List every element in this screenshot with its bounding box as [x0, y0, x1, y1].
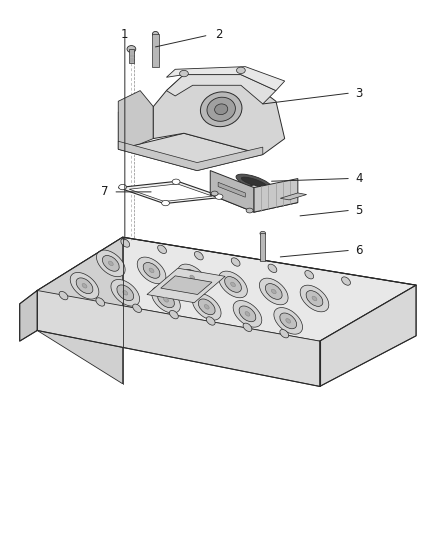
Polygon shape: [37, 237, 123, 384]
Ellipse shape: [305, 271, 314, 279]
Ellipse shape: [127, 46, 136, 53]
Polygon shape: [210, 171, 254, 212]
Polygon shape: [166, 75, 276, 104]
Ellipse shape: [96, 298, 105, 306]
Bar: [129, 49, 134, 63]
Ellipse shape: [231, 258, 240, 266]
Polygon shape: [37, 290, 320, 386]
Ellipse shape: [76, 278, 93, 294]
Ellipse shape: [102, 255, 119, 271]
Ellipse shape: [180, 70, 188, 77]
Ellipse shape: [152, 287, 180, 313]
Ellipse shape: [184, 270, 201, 285]
Polygon shape: [153, 75, 285, 155]
Ellipse shape: [162, 200, 170, 206]
Polygon shape: [210, 185, 298, 212]
Ellipse shape: [96, 250, 125, 277]
Ellipse shape: [272, 289, 276, 294]
Ellipse shape: [59, 292, 68, 300]
Polygon shape: [254, 179, 298, 212]
Polygon shape: [129, 184, 212, 201]
Ellipse shape: [241, 177, 267, 188]
Text: 2: 2: [215, 28, 223, 41]
Ellipse shape: [245, 312, 250, 316]
Ellipse shape: [119, 184, 127, 190]
Ellipse shape: [152, 31, 159, 37]
Ellipse shape: [109, 261, 113, 265]
Ellipse shape: [192, 294, 221, 320]
Ellipse shape: [111, 279, 140, 306]
Ellipse shape: [268, 264, 277, 272]
Ellipse shape: [117, 285, 134, 301]
Polygon shape: [118, 91, 153, 149]
Ellipse shape: [170, 310, 178, 319]
Ellipse shape: [123, 290, 127, 295]
Polygon shape: [37, 237, 416, 341]
Polygon shape: [218, 182, 245, 197]
Ellipse shape: [82, 284, 87, 288]
Ellipse shape: [215, 104, 228, 115]
Ellipse shape: [306, 290, 323, 306]
Polygon shape: [320, 285, 416, 386]
Text: 4: 4: [355, 172, 363, 185]
Ellipse shape: [164, 297, 168, 302]
Ellipse shape: [231, 282, 235, 287]
Ellipse shape: [274, 308, 303, 334]
Ellipse shape: [194, 252, 203, 260]
Ellipse shape: [172, 179, 180, 184]
Ellipse shape: [198, 299, 215, 314]
Text: 3: 3: [356, 87, 363, 100]
Ellipse shape: [206, 317, 215, 325]
Ellipse shape: [259, 278, 288, 305]
Ellipse shape: [143, 263, 160, 278]
Ellipse shape: [205, 304, 209, 309]
Polygon shape: [118, 112, 153, 149]
Ellipse shape: [237, 67, 245, 74]
Polygon shape: [118, 141, 263, 171]
Ellipse shape: [137, 257, 166, 284]
Text: 7: 7: [101, 185, 109, 198]
Ellipse shape: [239, 306, 256, 322]
Ellipse shape: [300, 285, 329, 312]
Polygon shape: [118, 133, 263, 171]
Ellipse shape: [158, 245, 166, 254]
Ellipse shape: [219, 271, 247, 298]
Polygon shape: [118, 181, 223, 204]
Ellipse shape: [260, 231, 265, 236]
Ellipse shape: [207, 97, 235, 122]
Ellipse shape: [286, 319, 290, 323]
Text: 5: 5: [356, 204, 363, 217]
Ellipse shape: [70, 272, 99, 299]
Polygon shape: [166, 67, 285, 91]
Polygon shape: [161, 276, 212, 294]
Ellipse shape: [211, 191, 218, 196]
Text: 6: 6: [355, 244, 363, 257]
Ellipse shape: [233, 301, 262, 327]
Bar: [260, 233, 265, 261]
Ellipse shape: [190, 275, 194, 280]
Polygon shape: [280, 193, 307, 200]
Ellipse shape: [243, 323, 252, 332]
Polygon shape: [20, 290, 37, 341]
Ellipse shape: [312, 296, 317, 301]
Ellipse shape: [158, 292, 174, 308]
Bar: [152, 34, 159, 67]
Ellipse shape: [149, 268, 154, 273]
Ellipse shape: [342, 277, 350, 285]
Ellipse shape: [133, 304, 141, 312]
Ellipse shape: [246, 208, 253, 213]
Ellipse shape: [280, 313, 297, 329]
Ellipse shape: [215, 194, 223, 199]
Ellipse shape: [280, 329, 289, 338]
Ellipse shape: [178, 264, 207, 290]
Ellipse shape: [236, 174, 272, 190]
Ellipse shape: [265, 284, 282, 300]
Ellipse shape: [201, 92, 242, 127]
Ellipse shape: [225, 277, 241, 292]
Polygon shape: [147, 268, 225, 303]
Ellipse shape: [121, 239, 130, 247]
Text: 1: 1: [121, 28, 129, 41]
